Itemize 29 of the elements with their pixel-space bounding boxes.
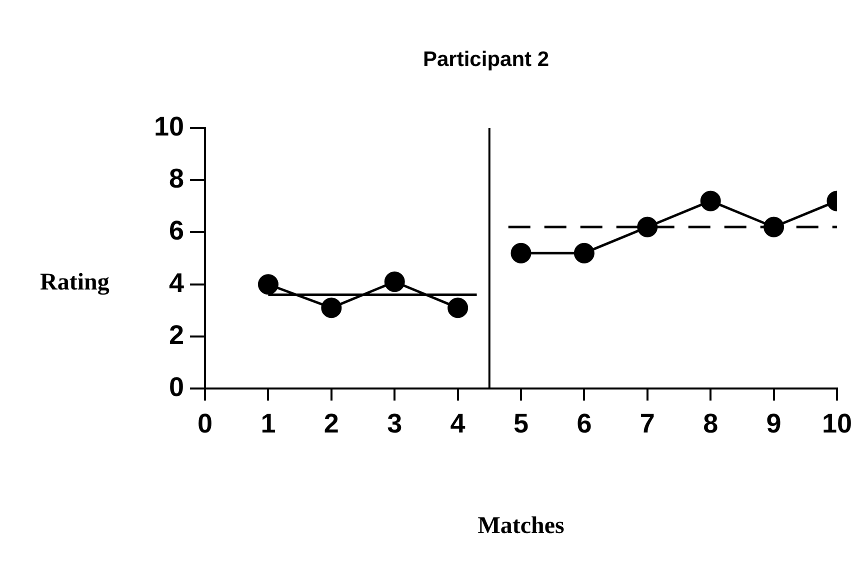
x-tick-label: 9 [766, 408, 782, 438]
x-tick-label: 3 [387, 408, 402, 438]
point [258, 274, 278, 295]
x-tick-label: 1 [260, 408, 276, 438]
point [764, 216, 784, 238]
y-axis-title: Rating [40, 270, 110, 296]
y-tick-label: 8 [169, 164, 184, 194]
point [700, 190, 721, 212]
x-tick-label: 5 [513, 408, 529, 438]
point [510, 242, 532, 264]
chart-title: Participant 2 [422, 48, 550, 71]
point [637, 216, 658, 238]
point [448, 298, 468, 318]
y-tick-label: 4 [169, 268, 184, 298]
x-tick-label: 0 [198, 408, 213, 438]
x-tick-label: 10 [822, 408, 852, 438]
x-axis-title: Matches [478, 513, 564, 540]
x-tick-label: 6 [576, 408, 592, 438]
x-tick-label: 7 [640, 408, 655, 438]
point [384, 272, 405, 292]
point [574, 242, 594, 264]
x-tick-label: 2 [324, 408, 339, 438]
point [321, 298, 342, 318]
x-tick-label: 4 [450, 408, 466, 438]
y-tick-label: 2 [169, 320, 184, 350]
y-tick-label: 6 [169, 216, 184, 246]
y-tick-label: 10 [154, 111, 184, 142]
x-tick-label: 8 [703, 408, 718, 438]
y-tick-label: 0 [169, 372, 184, 402]
